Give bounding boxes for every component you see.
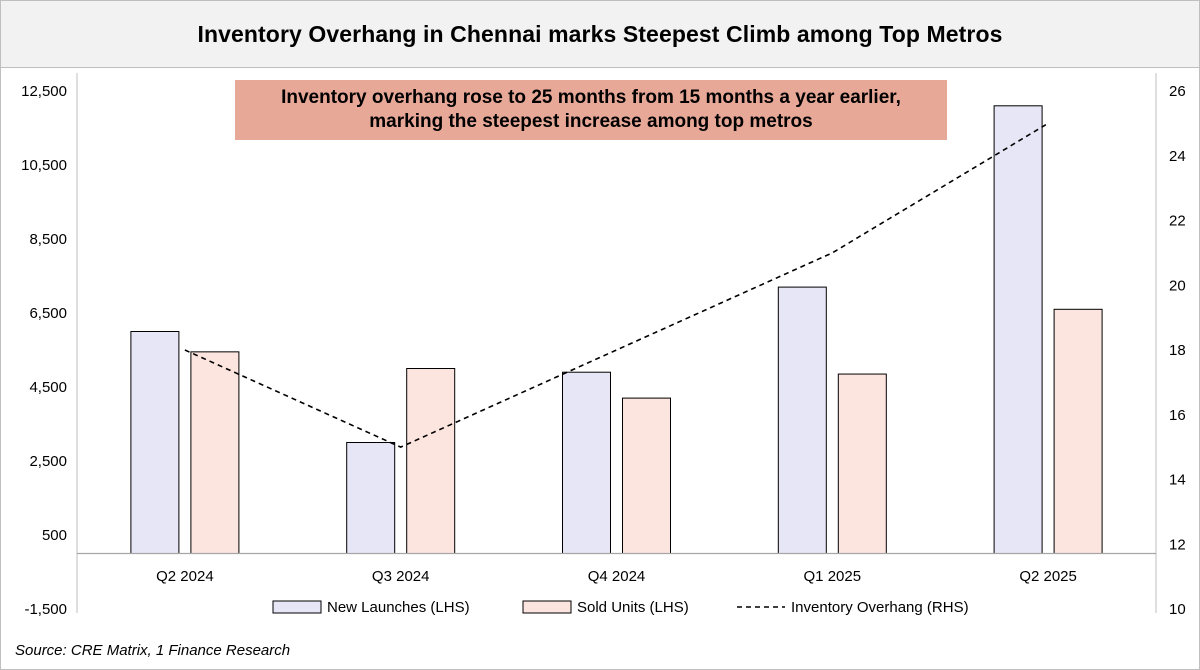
category-label: Q2 2025 xyxy=(1019,568,1077,585)
source-note: Source: CRE Matrix, 1 Finance Research xyxy=(15,642,291,659)
right-axis: 10 12 14 16 18 20 22 24 26 xyxy=(1169,83,1186,618)
legend-label: Sold Units (LHS) xyxy=(577,599,689,616)
left-tick-label: 8,500 xyxy=(29,231,67,248)
bar-sold-units xyxy=(406,368,456,554)
category-labels: Q2 2024 Q3 2024 Q4 2024 Q1 2025 Q2 2025 xyxy=(156,568,1077,585)
bar-new-launches xyxy=(777,286,827,554)
title-bar: Inventory Overhang in Chennai marks Stee… xyxy=(1,1,1199,68)
right-tick-label: 14 xyxy=(1169,472,1186,489)
left-tick-label: 6,500 xyxy=(29,305,67,322)
right-tick-label: 10 xyxy=(1169,601,1186,618)
right-tick-label: 22 xyxy=(1169,213,1186,230)
legend-label: New Launches (LHS) xyxy=(327,599,470,616)
legend: New Launches (LHS) Sold Units (LHS) Invent… xyxy=(272,599,969,616)
right-tick-label: 24 xyxy=(1169,148,1186,165)
category-label: Q2 2024 xyxy=(156,568,214,585)
bar-sold-units xyxy=(190,351,240,554)
left-tick-label: 500 xyxy=(42,527,67,544)
bar-sold-units xyxy=(837,373,887,554)
annotation-callout: Inventory overhang rose to 25 months fro… xyxy=(235,80,947,140)
bar-new-launches xyxy=(993,105,1043,555)
category-label: Q1 2025 xyxy=(804,568,862,585)
bar-sold-units xyxy=(622,397,671,554)
plot-area xyxy=(76,73,1157,613)
right-tick-label: 18 xyxy=(1169,342,1186,359)
bar-new-launches xyxy=(346,442,396,554)
bar-new-launches xyxy=(130,331,180,554)
left-axis: -1,500 500 2,500 4,500 6,500 8,500 10,500 12,50… xyxy=(21,83,67,618)
legend-swatch xyxy=(522,600,572,614)
right-tick-label: 26 xyxy=(1169,83,1186,100)
right-tick-label: 20 xyxy=(1169,277,1186,294)
chart-title: Inventory Overhang in Chennai marks Stee… xyxy=(197,20,1003,47)
left-tick-label: 2,500 xyxy=(29,453,67,470)
legend-swatch xyxy=(272,600,322,614)
left-tick-label: 12,500 xyxy=(21,83,67,100)
legend-label: Inventory Overhang (RHS) xyxy=(791,599,969,616)
left-tick-label: 4,500 xyxy=(29,379,67,396)
left-tick-label: -1,500 xyxy=(24,601,67,618)
bar-new-launches xyxy=(562,371,611,555)
left-tick-label: 10,500 xyxy=(21,157,67,174)
right-tick-label: 12 xyxy=(1169,536,1186,553)
line-inventory-overhang xyxy=(184,122,1049,449)
right-tick-label: 16 xyxy=(1169,407,1186,424)
category-label: Q4 2024 xyxy=(588,568,646,585)
bars-layer xyxy=(130,105,1103,555)
category-label: Q3 2024 xyxy=(372,568,430,585)
line-layer xyxy=(184,122,1049,449)
bar-sold-units xyxy=(1053,308,1103,554)
